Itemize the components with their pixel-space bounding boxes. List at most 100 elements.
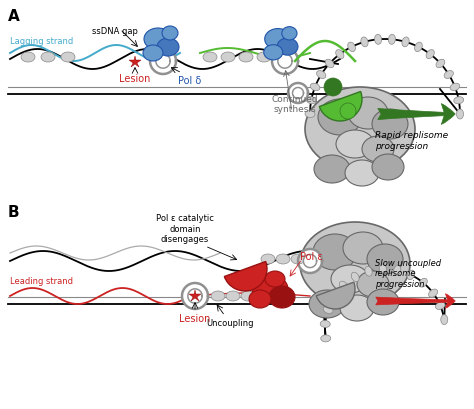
Ellipse shape (348, 42, 356, 52)
Ellipse shape (317, 70, 326, 79)
Ellipse shape (415, 42, 422, 52)
Ellipse shape (211, 291, 225, 301)
Ellipse shape (343, 232, 383, 264)
Polygon shape (278, 54, 292, 68)
Ellipse shape (362, 136, 394, 162)
Ellipse shape (264, 45, 283, 60)
Ellipse shape (282, 27, 297, 40)
Ellipse shape (305, 110, 315, 117)
Ellipse shape (162, 26, 178, 40)
Ellipse shape (340, 295, 374, 321)
Ellipse shape (345, 160, 379, 186)
Text: Pol ε: Pol ε (300, 252, 323, 262)
Ellipse shape (264, 29, 292, 49)
Ellipse shape (157, 38, 179, 56)
Ellipse shape (367, 244, 403, 274)
Wedge shape (316, 282, 355, 309)
Ellipse shape (372, 154, 404, 180)
Ellipse shape (143, 45, 163, 61)
Ellipse shape (309, 290, 345, 318)
Ellipse shape (320, 320, 330, 328)
Ellipse shape (372, 109, 408, 139)
Text: Pol δ: Pol δ (178, 76, 201, 86)
Text: Continued
synthesis: Continued synthesis (272, 94, 319, 114)
Ellipse shape (221, 52, 235, 62)
Polygon shape (288, 83, 308, 103)
Ellipse shape (265, 271, 285, 287)
Ellipse shape (426, 49, 434, 58)
Ellipse shape (325, 59, 334, 68)
Polygon shape (156, 54, 170, 68)
Ellipse shape (374, 34, 382, 44)
Ellipse shape (41, 52, 55, 62)
Ellipse shape (261, 254, 275, 264)
Ellipse shape (324, 78, 342, 96)
Ellipse shape (394, 265, 401, 275)
Wedge shape (319, 92, 362, 121)
Ellipse shape (241, 291, 255, 301)
Ellipse shape (306, 97, 316, 104)
Ellipse shape (441, 315, 448, 325)
Text: Uncoupling: Uncoupling (206, 319, 254, 328)
Ellipse shape (257, 52, 271, 62)
Text: A: A (8, 9, 20, 24)
Ellipse shape (454, 97, 464, 104)
Ellipse shape (252, 275, 288, 303)
Text: Slow uncoupled
replisome
progression: Slow uncoupled replisome progression (375, 259, 441, 289)
Ellipse shape (339, 281, 348, 290)
Ellipse shape (305, 87, 415, 171)
Ellipse shape (336, 49, 344, 58)
Polygon shape (298, 249, 322, 273)
Ellipse shape (323, 306, 333, 313)
Ellipse shape (61, 52, 75, 62)
Ellipse shape (330, 293, 339, 301)
Ellipse shape (351, 272, 359, 281)
Ellipse shape (277, 38, 298, 55)
Text: Lagging strand: Lagging strand (10, 36, 73, 45)
Ellipse shape (276, 254, 290, 264)
Ellipse shape (361, 37, 368, 47)
Ellipse shape (203, 52, 217, 62)
Polygon shape (150, 48, 176, 74)
Text: Lesion: Lesion (179, 314, 210, 324)
Ellipse shape (388, 34, 395, 44)
Ellipse shape (407, 270, 415, 280)
Polygon shape (188, 289, 202, 303)
Ellipse shape (144, 28, 172, 50)
Polygon shape (182, 283, 208, 309)
Text: Lesion: Lesion (119, 74, 151, 84)
Ellipse shape (436, 302, 445, 310)
Ellipse shape (357, 271, 389, 297)
Ellipse shape (313, 234, 357, 270)
Ellipse shape (310, 83, 320, 91)
Ellipse shape (367, 289, 399, 315)
Ellipse shape (291, 254, 305, 264)
Ellipse shape (419, 278, 427, 287)
Text: Leading strand: Leading strand (10, 276, 73, 285)
Ellipse shape (456, 109, 464, 119)
Text: B: B (8, 205, 19, 220)
Ellipse shape (269, 286, 295, 308)
Ellipse shape (226, 291, 240, 301)
Ellipse shape (444, 70, 454, 79)
Ellipse shape (450, 83, 460, 91)
Ellipse shape (249, 290, 271, 308)
Ellipse shape (314, 155, 350, 183)
Polygon shape (292, 88, 303, 99)
Ellipse shape (318, 99, 362, 135)
Text: ssDNA gap: ssDNA gap (92, 27, 138, 36)
Polygon shape (303, 254, 317, 267)
Text: Pol ε catalytic
domain
disengages: Pol ε catalytic domain disengages (156, 214, 214, 244)
Ellipse shape (21, 52, 35, 62)
Ellipse shape (379, 264, 386, 274)
Ellipse shape (239, 52, 253, 62)
Ellipse shape (331, 265, 369, 293)
Text: Rapid replisome
progression: Rapid replisome progression (375, 131, 448, 151)
Ellipse shape (402, 37, 409, 47)
Wedge shape (224, 261, 267, 291)
Ellipse shape (428, 289, 438, 297)
Ellipse shape (336, 130, 374, 158)
Ellipse shape (321, 335, 331, 342)
Ellipse shape (348, 97, 388, 129)
Ellipse shape (436, 59, 445, 68)
